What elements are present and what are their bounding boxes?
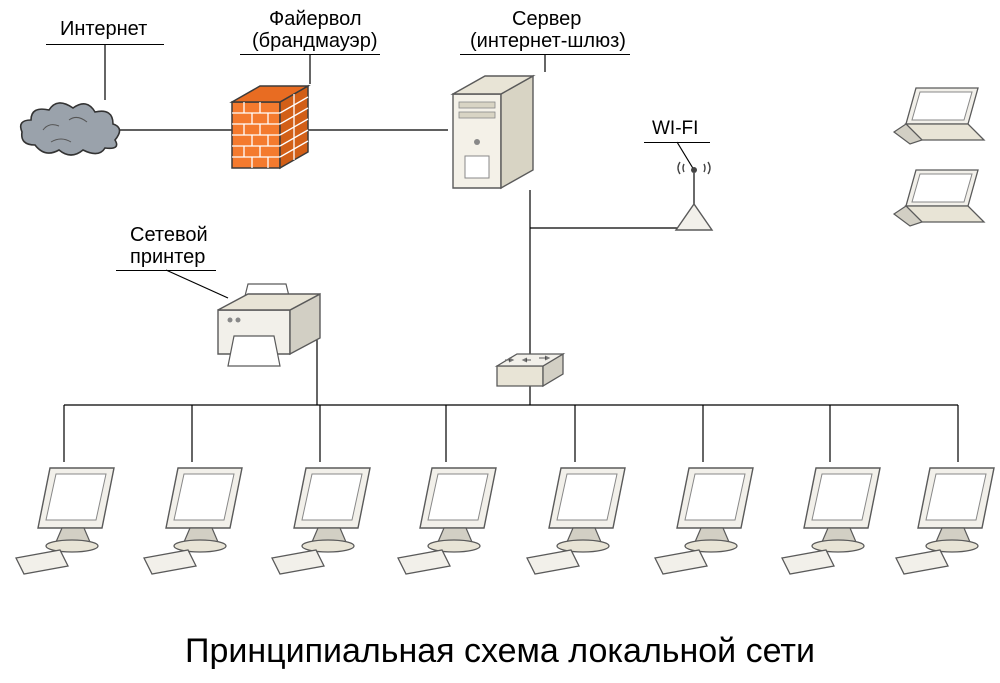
cloud-icon xyxy=(15,100,125,160)
printer-icon xyxy=(210,278,325,368)
laptop-icon-2 xyxy=(892,166,987,228)
workstation-icon-7 xyxy=(786,462,891,577)
workstation-icon-8 xyxy=(900,462,1000,577)
workstation-icon-5 xyxy=(531,462,636,577)
switch-icon xyxy=(495,352,565,388)
server-icon xyxy=(445,72,540,192)
diagram-title: Принципиальная схема локальной сети xyxy=(0,632,1000,671)
network-diagram: Интернет Файервол (брандмауэр) Сервер (и… xyxy=(0,0,1000,683)
laptop-icon-1 xyxy=(892,84,987,146)
workstation-icon-6 xyxy=(659,462,764,577)
workstation-icon-2 xyxy=(148,462,253,577)
workstation-icon-3 xyxy=(276,462,381,577)
workstation-icon-4 xyxy=(402,462,507,577)
wifi-ap-icon xyxy=(670,160,720,232)
workstation-icon-1 xyxy=(20,462,125,577)
firewall-icon xyxy=(230,84,310,170)
